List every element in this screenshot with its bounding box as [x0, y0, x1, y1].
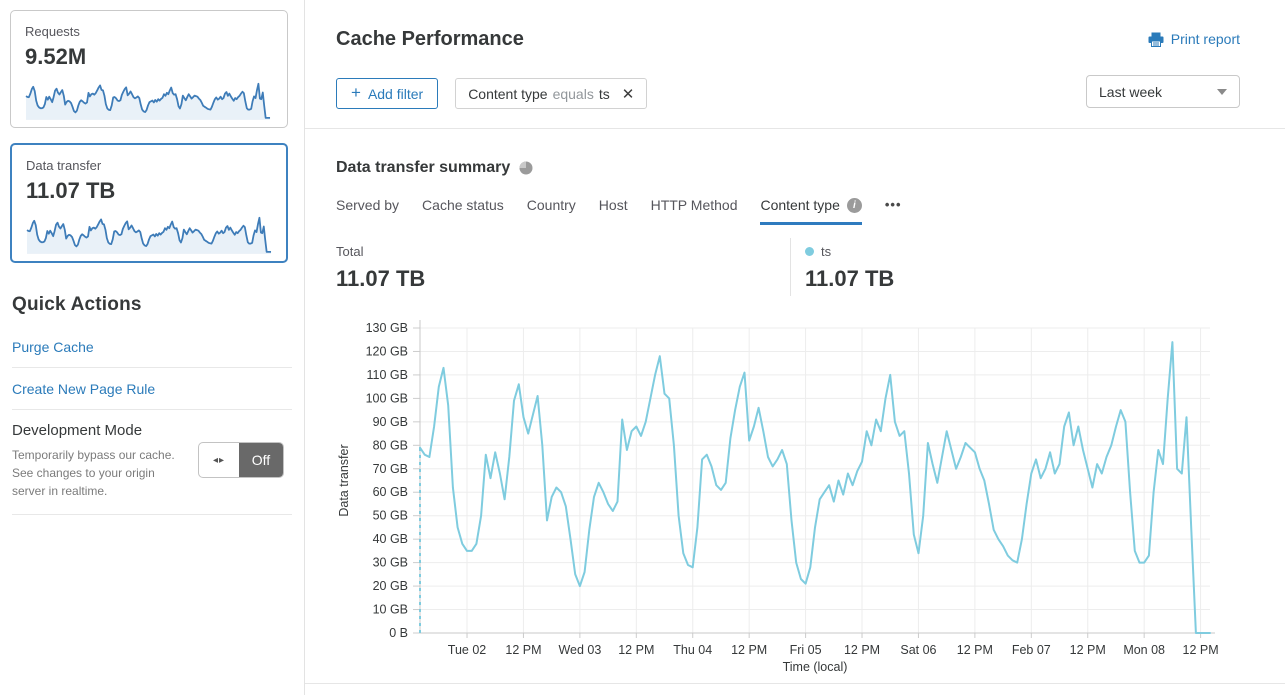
svg-text:50 GB: 50 GB — [373, 509, 408, 523]
chevron-down-icon — [1217, 88, 1227, 95]
total-value: 11.07 TB — [336, 266, 426, 291]
svg-text:30 GB: 30 GB — [373, 556, 408, 570]
toggle-arrows-icon: ◂▸ — [212, 454, 226, 466]
svg-text:Thu 04: Thu 04 — [673, 643, 712, 657]
tab-country[interactable]: Country — [527, 197, 576, 225]
series-legend[interactable]: ts — [805, 244, 831, 259]
dimension-tabs: Served by Cache status Country Host HTTP Met… — [336, 197, 902, 225]
tab-label: Country — [526, 197, 576, 213]
series-name: ts — [821, 244, 832, 259]
total-label: Total — [336, 244, 364, 259]
add-filter-label: Add filter — [367, 85, 424, 102]
more-tabs-button[interactable]: ••• — [884, 197, 902, 212]
filter-chip-content-type[interactable]: Content type equals ts ✕ — [455, 78, 648, 109]
purge-cache-link[interactable]: Purge Cache — [12, 326, 292, 368]
filter-chip-operator: equals — [552, 85, 594, 102]
requests-metric-card[interactable]: Requests 9.52M — [10, 10, 288, 128]
data-transfer-line-chart[interactable]: 0 B 10 GB 20 GB 30 GB 40 GB 50 GB 60 GB 70 GB 80… — [305, 310, 1285, 680]
svg-text:40 GB: 40 GB — [373, 532, 408, 546]
development-mode-row: Development Mode Temporarily bypass our … — [12, 410, 292, 515]
svg-text:Wed 03: Wed 03 — [558, 643, 601, 657]
tab-label: HTTP Method — [650, 197, 738, 213]
summary-title-text: Data transfer summary — [336, 159, 511, 176]
svg-text:130 GB: 130 GB — [366, 321, 408, 335]
svg-text:20 GB: 20 GB — [373, 579, 408, 593]
tab-label: Content type — [760, 197, 840, 213]
time-range-value: Last week — [1099, 83, 1163, 100]
filter-chip-value: ts — [598, 85, 610, 102]
svg-text:Data transfer: Data transfer — [337, 444, 351, 516]
data-transfer-metric-card[interactable]: Data transfer 11.07 TB — [10, 143, 288, 263]
development-mode-title: Development Mode — [12, 422, 143, 439]
summary-section-title: Data transfer summary — [336, 159, 533, 177]
svg-text:Tue 02: Tue 02 — [448, 643, 487, 657]
series-color-dot — [805, 247, 814, 256]
quick-actions-section: Quick Actions Purge Cache Create New Pag… — [12, 294, 292, 515]
svg-text:12 PM: 12 PM — [731, 643, 767, 657]
tab-served-by[interactable]: Served by — [336, 197, 399, 225]
svg-text:Time (local): Time (local) — [783, 660, 848, 674]
header-divider — [305, 128, 1285, 129]
main-content: Cache Performance Print report + Add fil… — [305, 0, 1285, 695]
print-report-label: Print report — [1170, 31, 1240, 47]
requests-label: Requests — [25, 24, 80, 39]
svg-text:60 GB: 60 GB — [373, 485, 408, 499]
plus-icon: + — [351, 83, 361, 102]
svg-text:12 PM: 12 PM — [505, 643, 541, 657]
analytics-sidebar: Requests 9.52M Data transfer 11.07 TB Qu… — [0, 0, 305, 695]
svg-text:Sat 06: Sat 06 — [900, 643, 936, 657]
data-transfer-label: Data transfer — [26, 158, 102, 173]
page-title: Cache Performance — [336, 28, 524, 50]
tab-label: Host — [598, 197, 628, 213]
section-bottom-divider — [305, 683, 1285, 684]
toggle-off-state: Off — [239, 443, 283, 477]
svg-text:Feb 07: Feb 07 — [1012, 643, 1051, 657]
svg-text:12 PM: 12 PM — [844, 643, 880, 657]
svg-text:120 GB: 120 GB — [366, 344, 408, 358]
svg-text:70 GB: 70 GB — [373, 462, 408, 476]
data-transfer-value: 11.07 TB — [26, 178, 116, 203]
tab-label: Served by — [336, 197, 400, 213]
info-icon[interactable]: i — [846, 197, 862, 213]
requests-sparkline-chart — [25, 82, 271, 120]
svg-text:Fri 05: Fri 05 — [790, 643, 822, 657]
time-range-dropdown[interactable]: Last week — [1086, 75, 1240, 108]
svg-text:12 PM: 12 PM — [957, 643, 993, 657]
filter-bar: + Add filter Content type equals ts ✕ — [336, 78, 648, 109]
svg-text:90 GB: 90 GB — [373, 415, 408, 429]
tab-content-type[interactable]: Content type i — [760, 197, 862, 225]
svg-text:0 B: 0 B — [389, 626, 408, 640]
svg-text:10 GB: 10 GB — [373, 603, 408, 617]
refresh-spinner-icon — [519, 161, 533, 175]
svg-text:12 PM: 12 PM — [1070, 643, 1106, 657]
svg-text:110 GB: 110 GB — [367, 368, 408, 382]
svg-text:100 GB: 100 GB — [366, 391, 408, 405]
development-mode-toggle[interactable]: ◂▸ Off — [198, 442, 284, 478]
filter-chip-field: Content type — [468, 85, 548, 102]
printer-icon — [1148, 32, 1164, 47]
svg-text:12 PM: 12 PM — [1183, 643, 1219, 657]
remove-filter-icon[interactable]: ✕ — [621, 85, 635, 103]
requests-value: 9.52M — [25, 44, 87, 69]
quick-actions-title: Quick Actions — [12, 294, 142, 315]
create-page-rule-link[interactable]: Create New Page Rule — [12, 368, 292, 410]
data-transfer-sparkline-chart — [26, 216, 272, 254]
series-value: 11.07 TB — [805, 266, 895, 291]
tab-http-method[interactable]: HTTP Method — [651, 197, 738, 225]
development-mode-description: Temporarily bypass our cache. See change… — [12, 448, 175, 498]
stats-divider — [790, 238, 791, 296]
tab-label: Cache status — [422, 197, 504, 213]
svg-text:80 GB: 80 GB — [373, 438, 408, 452]
tab-host[interactable]: Host — [599, 197, 628, 225]
svg-text:Mon 08: Mon 08 — [1123, 643, 1165, 657]
add-filter-button[interactable]: + Add filter — [336, 78, 439, 109]
svg-text:12 PM: 12 PM — [618, 643, 654, 657]
print-report-button[interactable]: Print report — [1148, 31, 1240, 47]
tab-cache-status[interactable]: Cache status — [422, 197, 504, 225]
